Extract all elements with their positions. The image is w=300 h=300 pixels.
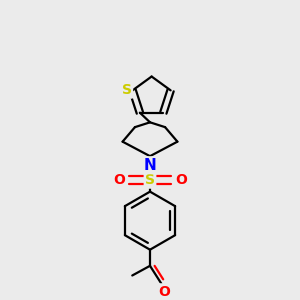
Text: S: S: [145, 173, 155, 188]
Text: O: O: [158, 285, 170, 298]
Text: O: O: [175, 173, 187, 188]
Text: O: O: [113, 173, 125, 188]
Text: S: S: [122, 83, 132, 97]
Text: N: N: [144, 158, 156, 173]
